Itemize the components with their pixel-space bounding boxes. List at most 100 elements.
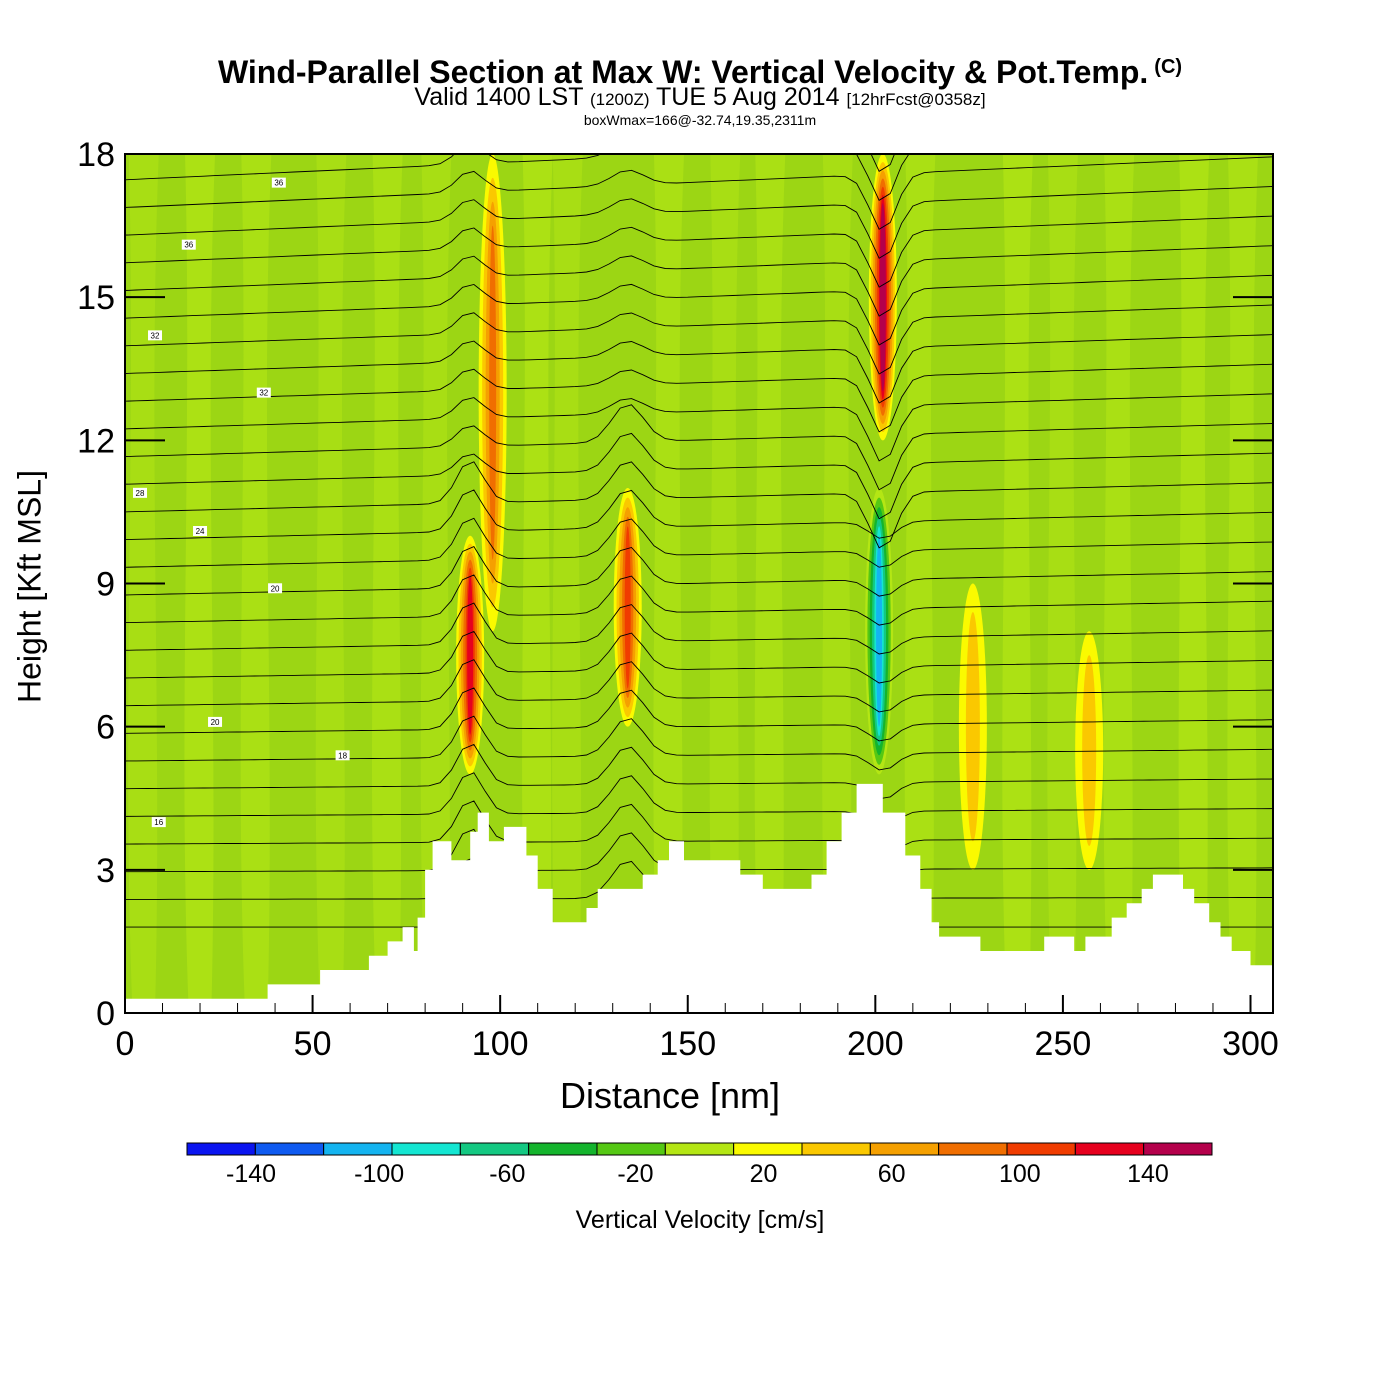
- theta-label-text: 18: [338, 751, 347, 760]
- velocity-cell-5-1: [965, 612, 980, 842]
- theta-label-text: 32: [151, 331, 160, 340]
- colorbar-swatch-9: [801, 1142, 871, 1156]
- velocity-cell-2-4: [624, 526, 631, 689]
- theta-line-10: [125, 602, 1273, 655]
- y-tick-label-0: 0: [96, 995, 115, 1033]
- valid-time: Valid 1400 LST (1200Z) TUE 5 Aug 2014 [1…: [0, 85, 1400, 112]
- downdraft-band-16: [1178, 154, 1210, 1013]
- theta-label-text: 28: [136, 489, 145, 498]
- theta-label-bg: [256, 387, 271, 398]
- colorbar-swatch-0: [186, 1142, 256, 1156]
- colorbar-swatch-2: [323, 1142, 393, 1156]
- colorbar-swatch-12: [1006, 1142, 1076, 1156]
- theta-label-6: 32: [148, 330, 163, 341]
- downdraft-band-6: [522, 154, 553, 1013]
- theta-line-16: [125, 432, 1273, 520]
- theta-line-15: [125, 461, 1273, 549]
- velocity-cell-0-5: [467, 575, 474, 735]
- y-tick-label-4: 12: [77, 422, 115, 460]
- title-text: Wind-Parallel Section at Max W: Vertical…: [217, 54, 1149, 90]
- valid-utc: (1200Z): [589, 90, 650, 109]
- x-tick-label-5: 250: [1035, 1025, 1092, 1063]
- colorbar-swatch-5: [528, 1142, 598, 1156]
- downdraft-band-15: [1103, 154, 1135, 1013]
- title-block: Wind-Parallel Section at Max W: Vertical…: [0, 48, 1400, 128]
- colorbar-label-5: 60: [878, 1160, 906, 1188]
- theta-label-0: 16: [151, 817, 166, 828]
- theta-label-5: 28: [133, 487, 148, 498]
- colorbar-label-1: -100: [354, 1160, 404, 1188]
- downdraft-band-9: [709, 154, 741, 1013]
- x-tick-label-4: 200: [847, 1025, 904, 1063]
- theta-line-20: [125, 334, 1273, 404]
- colorbar-swatch-13: [1074, 1142, 1145, 1156]
- theta-line-14: [125, 489, 1273, 541]
- theta-line-6: [125, 715, 1273, 771]
- theta-label-bg: [133, 487, 148, 498]
- theta-label-text: 20: [271, 584, 280, 593]
- theta-line-13: [125, 517, 1273, 568]
- downdraft-band-13: [1002, 154, 1033, 1013]
- colorbar-label-2: -60: [489, 1160, 525, 1188]
- x-tick-label-1: 50: [294, 1025, 332, 1063]
- theta-label-bg: [181, 239, 196, 250]
- y-tick-label-3: 9: [96, 566, 115, 604]
- theta-label-3: 20: [268, 583, 283, 594]
- x-tick-label-6: 300: [1222, 1025, 1279, 1063]
- theta-line-8: [125, 659, 1273, 713]
- theta-label-4: 24: [193, 526, 208, 537]
- velocity-cell-1-3: [489, 225, 497, 560]
- theta-line-17: [125, 404, 1273, 491]
- theta-label-text: 36: [274, 179, 283, 188]
- colorbar-swatch-3: [391, 1142, 461, 1156]
- downdraft-band-5: [420, 154, 452, 1013]
- theta-line-26: [125, 156, 1273, 230]
- y-tick-label-1: 3: [96, 852, 115, 890]
- theta-line-5: [125, 743, 1273, 800]
- theta-line-25: [125, 186, 1273, 259]
- theta-line-11: [125, 574, 1273, 626]
- theta-line-24: [125, 215, 1273, 288]
- colorbar-swatch-10: [869, 1142, 940, 1156]
- y-tick-label-5: 15: [77, 279, 115, 317]
- downdraft-band-14: [1047, 154, 1078, 1013]
- downdraft-band-2: [240, 154, 272, 1013]
- theta-contours: 16 20 18 20 24 28 32 32 36 36: [125, 154, 1273, 945]
- colorbar-title: Vertical Velocity [cm/s]: [575, 1206, 825, 1234]
- theta-label-bg: [268, 583, 283, 594]
- y-tick-label-6: 18: [77, 136, 115, 174]
- plot-area: 16 20 18 20 24 28 32 32 36 36: [125, 154, 1273, 1013]
- theta-label-8: 36: [181, 239, 196, 250]
- y-axis-label: Height [Kft MSL]: [11, 470, 48, 703]
- theta-label-bg: [193, 526, 208, 537]
- theta-label-7: 32: [256, 387, 271, 398]
- terrain-mask: [125, 783, 1273, 1013]
- theta-label-bg: [208, 716, 223, 727]
- theta-line-21: [125, 304, 1273, 375]
- theta-label-bg: [335, 750, 350, 761]
- x-axis-label: Distance [nm]: [559, 1075, 781, 1116]
- downdraft-band-12: [904, 154, 936, 1013]
- theta-label-bg: [271, 177, 286, 188]
- valid-date: TUE 5 Aug 2014: [656, 83, 840, 111]
- downdraft-band-8: [653, 154, 684, 1013]
- theta-line-19: [125, 363, 1273, 433]
- theta-line-4: [125, 772, 1273, 829]
- colorbar-label-6: 100: [999, 1160, 1041, 1188]
- y-tick-label-2: 6: [96, 709, 115, 747]
- downdraft-band-3: [315, 154, 347, 1013]
- theta-label-text: 36: [184, 241, 193, 250]
- downdraft-band-4: [372, 154, 403, 1013]
- theta-line-7: [125, 687, 1273, 742]
- theta-label-9: 36: [271, 177, 286, 188]
- colorbar-label-7: 140: [1127, 1160, 1169, 1188]
- colorbar-swatch-4: [459, 1142, 530, 1156]
- forecast-info: [12hrFcst@0358z]: [846, 90, 986, 109]
- velocity-cell-3-6: [879, 203, 886, 392]
- colorbar-swatch-1: [254, 1142, 325, 1156]
- theta-line-18: [125, 393, 1273, 462]
- x-tick-label-3: 150: [659, 1025, 716, 1063]
- colorbar-label-4: 20: [750, 1160, 778, 1188]
- downdraft-band-7: [552, 154, 583, 1013]
